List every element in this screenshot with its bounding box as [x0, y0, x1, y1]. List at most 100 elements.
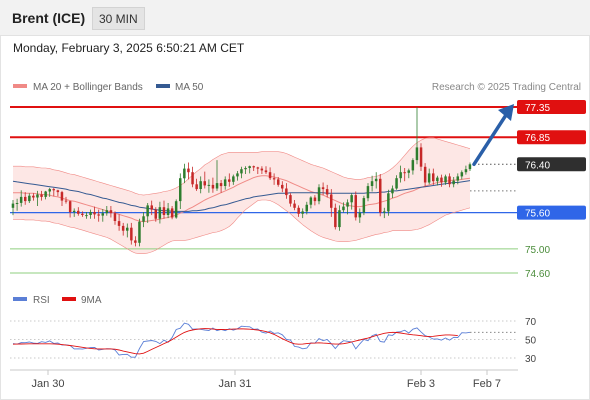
rsi-ma-legend-swatch	[62, 297, 76, 301]
candle-body	[146, 205, 149, 217]
candle-body	[362, 198, 366, 213]
candle-body	[19, 196, 23, 203]
candle-body	[436, 177, 439, 182]
candle-body	[350, 195, 353, 203]
candle-body	[407, 170, 410, 173]
ma50-legend-swatch	[156, 84, 170, 88]
candle-body	[272, 178, 276, 180]
rsi-tick-30: 30	[525, 354, 537, 365]
candle-body	[395, 178, 398, 189]
rsi-tick-50: 50	[525, 336, 537, 347]
level-label-76.85: 76.85	[525, 133, 550, 144]
candle-body	[36, 194, 39, 198]
candle-body	[423, 166, 427, 183]
forecast-arrow-shaft	[472, 113, 508, 167]
candle-body	[411, 160, 415, 171]
candle-body	[183, 168, 186, 179]
candle-body	[252, 166, 255, 168]
level-tag-77.35	[517, 100, 586, 114]
rsi-tick-70: 70	[525, 317, 537, 328]
level-label-77.35: 77.35	[525, 103, 550, 114]
candle-body	[399, 172, 402, 179]
candle-body	[309, 197, 313, 205]
candle-body	[383, 211, 386, 213]
candle-body	[117, 221, 121, 226]
candle-body	[52, 189, 55, 191]
candle-body	[240, 169, 243, 174]
candle-body	[440, 177, 443, 183]
candle-body	[354, 195, 357, 218]
bollinger-legend-label: MA 20 + Bollinger Bands	[33, 82, 143, 93]
rsi-legend-label: RSI	[33, 295, 50, 306]
candle-body	[138, 221, 141, 243]
candle-body	[277, 179, 280, 185]
ma20-line	[13, 175, 471, 223]
candle-body	[281, 184, 284, 189]
bollinger-lower-line	[13, 199, 471, 254]
candle-body	[325, 189, 329, 195]
candle-body	[56, 190, 60, 193]
candle-body	[126, 227, 129, 231]
candle-body	[366, 186, 370, 199]
candle-body	[444, 176, 447, 183]
candle-body	[11, 203, 15, 208]
candle-body	[203, 181, 206, 186]
candle-body	[162, 207, 166, 215]
candle-body	[387, 193, 390, 212]
candle-body	[342, 206, 345, 211]
candle-body	[166, 208, 170, 215]
candle-body	[211, 184, 215, 189]
candle-body	[105, 210, 109, 214]
candle-body	[301, 211, 304, 214]
candle-body	[268, 172, 272, 179]
candle-body	[44, 191, 47, 197]
candle-body	[72, 210, 76, 212]
rsi-ma-legend-label: 9MA	[81, 295, 102, 306]
x-tick-label: Jan 31	[218, 378, 251, 390]
candle-body	[109, 210, 113, 214]
candle-body	[391, 188, 394, 194]
candle-body	[134, 240, 137, 243]
candle-body	[297, 207, 300, 214]
ma50-legend-label: MA 50	[175, 82, 204, 93]
instrument-title: Brent (ICE)	[12, 10, 86, 26]
bollinger-band-area	[13, 137, 470, 254]
forecast-arrow-head	[498, 104, 514, 121]
level-tag-76.40	[517, 157, 586, 172]
candle-body	[191, 172, 194, 185]
candle-body	[346, 202, 349, 207]
candle-body	[374, 178, 378, 182]
timeframe-button[interactable]: 30 MIN	[92, 7, 145, 30]
candle-body	[223, 179, 227, 186]
rsi-panel: 70 50 30	[10, 317, 537, 365]
candle-body	[264, 170, 268, 173]
candle-body	[179, 178, 182, 202]
level-label-74.60: 74.60	[525, 269, 550, 280]
candle-body	[285, 188, 288, 196]
candle-body	[321, 187, 325, 190]
candle-body	[403, 172, 406, 174]
candle-body	[24, 196, 27, 202]
candle-body	[170, 208, 174, 218]
candle-body	[334, 207, 337, 228]
candle-body	[289, 195, 292, 204]
candle-body	[232, 176, 235, 182]
candle-body	[432, 173, 435, 182]
x-tick-label: Jan 30	[31, 378, 64, 390]
candle-body	[293, 203, 296, 208]
bollinger-bands	[13, 137, 470, 254]
candle-body	[448, 176, 451, 185]
timestamp: Monday, February 3, 2025 6:50:21 AM CET	[13, 41, 245, 55]
moving-averages	[12, 137, 471, 254]
level-label-75.00: 75.00	[525, 245, 550, 256]
candle-body	[130, 227, 133, 241]
candle-body	[248, 166, 251, 168]
candle-body	[28, 195, 31, 202]
candle-body	[93, 212, 96, 215]
candle-body	[158, 207, 162, 219]
candle-body	[121, 225, 125, 231]
candle-body	[215, 183, 219, 189]
candle-body	[419, 147, 423, 167]
candle-body	[317, 187, 321, 202]
candle-body	[113, 213, 117, 221]
